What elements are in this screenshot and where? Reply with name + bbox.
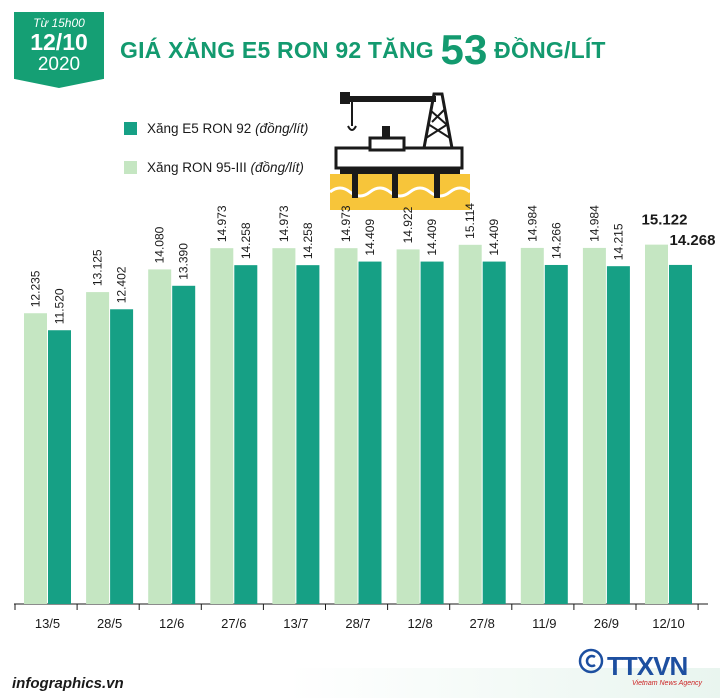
oil-rig-icon [330, 92, 470, 210]
x-tick-label-12/6: 12/6 [159, 616, 184, 631]
bar-e5-13/5 [48, 330, 71, 604]
data-label-e5-27/8: 14.409 [487, 219, 501, 256]
legend-swatch-ron95 [124, 160, 137, 174]
data-label-e5-13/5: 11.520 [53, 288, 67, 324]
data-label-ron95-12/10: 15.122 [642, 212, 688, 229]
bar-ron95-13/5 [24, 313, 47, 604]
bar-e5-12/6 [172, 285, 196, 604]
data-label-ron95-28/7: 14.973 [339, 205, 353, 242]
data-label-ron95-27/8: 15.114 [463, 203, 477, 239]
legend-item-e5: Xăng E5 RON 92 (đồng/lít) [124, 118, 308, 138]
data-label-ron95-26/9: 14.984 [587, 205, 601, 242]
data-label-ron95-12/8: 14.922 [401, 206, 415, 243]
bar-ron95-28/7 [334, 248, 358, 604]
bar-ron95-12/10 [645, 244, 668, 604]
x-tick-label-11/9: 11/9 [532, 616, 556, 631]
bar-e5-12/10 [669, 264, 692, 604]
bar-ron95-28/5 [86, 292, 110, 604]
bar-ron95-12/6 [148, 269, 172, 604]
data-label-e5-12/8: 14.409 [425, 219, 439, 256]
title-text-after: ĐỒNG/LÍT [487, 37, 606, 63]
x-tick-label-28/5: 28/5 [97, 616, 122, 631]
bar-ron95-11/9 [520, 247, 544, 604]
data-label-e5-12/6: 13.390 [177, 243, 191, 280]
data-label-e5-26/9: 14.215 [611, 223, 625, 260]
copyright-icon [578, 648, 604, 674]
x-tick-label-28/7: 28/7 [345, 616, 370, 631]
badge-from: Từ 15h00 [33, 16, 85, 30]
bar-e5-27/8 [482, 261, 506, 604]
title-text-before: GIÁ XĂNG E5 RON 92 TĂNG [120, 37, 441, 63]
x-tick-label-26/9: 26/9 [594, 616, 619, 631]
badge-year: 2020 [37, 54, 81, 75]
badge-day: 12/10 [30, 29, 88, 55]
bar-e5-28/5 [110, 309, 134, 604]
x-tick-label-13/5: 13/5 [35, 616, 60, 631]
legend-label-ron95: Xăng RON 95-III (đồng/lít) [147, 159, 304, 175]
x-tick-label-13/7: 13/7 [283, 616, 308, 631]
bar-ron95-26/9 [582, 247, 606, 604]
data-label-e5-12/10: 14.268 [670, 232, 716, 249]
bar-e5-28/7 [358, 261, 382, 604]
data-label-ron95-12/6: 14.080 [153, 226, 167, 263]
data-label-e5-28/7: 14.409 [363, 219, 377, 256]
x-tick-label-12/8: 12/8 [407, 616, 432, 631]
data-label-e5-27/6: 14.258 [239, 222, 253, 259]
bar-chart: 12.235 11.520 13/5 13.125 12.402 28/5 14.080 13… [14, 203, 716, 631]
data-label-ron95-27/6: 14.973 [215, 205, 229, 242]
x-tick-label-27/6: 27/6 [221, 616, 246, 631]
page-title: GIÁ XĂNG E5 RON 92 TĂNG 53 ĐỒNG/LÍT [120, 26, 606, 74]
bar-ron95-27/6 [210, 248, 234, 604]
bar-e5-26/9 [606, 266, 630, 604]
x-tick-label-12/10: 12/10 [652, 616, 685, 631]
legend-swatch-e5 [124, 121, 137, 135]
bar-ron95-12/8 [396, 249, 420, 604]
data-label-e5-13/7: 14.258 [301, 222, 315, 259]
legend-item-ron95: Xăng RON 95-III (đồng/lít) [124, 157, 308, 177]
footer-bar: infographics.vn [0, 668, 720, 698]
bar-e5-27/6 [234, 265, 258, 604]
bar-ron95-13/7 [272, 248, 296, 604]
footer-source: infographics.vn [12, 675, 124, 692]
data-label-ron95-13/7: 14.973 [277, 205, 291, 242]
date-badge: Từ 15h00 12/10 2020 [14, 12, 104, 88]
data-label-ron95-11/9: 14.984 [525, 205, 539, 242]
data-label-e5-11/9: 14.266 [549, 222, 563, 259]
agency-name: Vietnam News Agency [632, 680, 703, 687]
chart-legend: Xăng E5 RON 92 (đồng/lít) Xăng RON 95-II… [124, 118, 308, 196]
x-tick-label-27/8: 27/8 [470, 616, 495, 631]
data-label-ron95-28/5: 13.125 [91, 249, 105, 286]
title-number: 53 [440, 26, 488, 73]
bar-e5-13/7 [296, 265, 320, 604]
data-label-e5-28/5: 12.402 [115, 266, 129, 303]
data-label-ron95-13/5: 12.235 [29, 270, 43, 307]
bar-ron95-27/8 [458, 244, 482, 604]
agency-logo: TTXVN [607, 651, 688, 681]
bar-e5-12/8 [420, 261, 444, 604]
legend-label-e5: Xăng E5 RON 92 (đồng/lít) [147, 120, 309, 136]
bar-e5-11/9 [544, 264, 568, 604]
